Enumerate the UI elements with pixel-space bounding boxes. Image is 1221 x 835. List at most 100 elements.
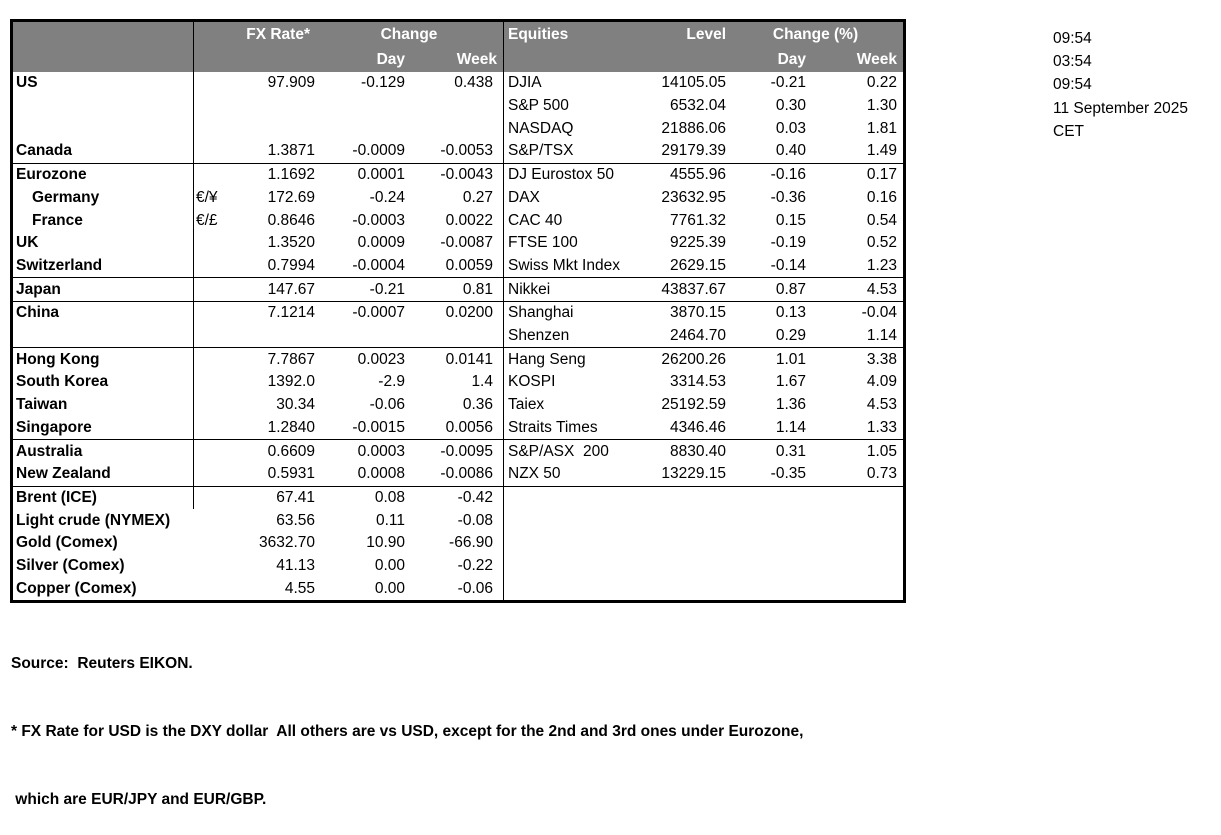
cell-equity-change-week: 1.14 — [866, 327, 897, 345]
cell-currency-pair — [193, 416, 223, 440]
cell-fx-rate: 1.1692 — [267, 166, 315, 184]
cell-fx-rate: 172.69 — [267, 188, 315, 206]
cell-equity-change-week: 1.49 — [866, 142, 897, 160]
cell-fx-change-week — [410, 117, 503, 140]
header-fx-day: Day — [376, 50, 405, 68]
cell-fx-change-week: 0.0056 — [445, 418, 493, 436]
cell-equity-level: 21886.06 — [661, 119, 726, 137]
cell-fx-change-week: -0.0086 — [440, 465, 493, 483]
cell-equity-level: 26200.26 — [661, 350, 726, 368]
cell-country: US — [16, 74, 38, 92]
cell-currency-pair — [193, 371, 223, 394]
cell-equity-change-week: 0.22 — [866, 74, 897, 92]
cell-country: Germany — [32, 188, 100, 206]
table-row: Silver (Comex) 41.13 0.00 -0.22 — [13, 554, 903, 578]
cell-currency-pair — [193, 163, 223, 187]
cell-fx-rate: 41.13 — [276, 557, 315, 575]
cell-equity-level — [633, 532, 728, 555]
cell-fx-change-day — [315, 325, 410, 348]
cell-fx-change-day: -0.21 — [369, 280, 405, 298]
cell-equity-name: DAX — [503, 186, 633, 210]
cell-currency-pair — [193, 440, 223, 463]
cell-country: Copper (Comex) — [16, 579, 137, 597]
source-note: Source: Reuters EIKON. — [11, 654, 193, 672]
table-body: US 97.909 -0.129 0.438 DJIA 14105.05 -0.… — [13, 72, 903, 601]
cell-equity-change-week: 1.33 — [866, 418, 897, 436]
cell-fx-change-week: 0.81 — [462, 280, 493, 298]
table-row: NASDAQ 21886.06 0.03 1.81 — [13, 117, 903, 141]
cell-equity-change-week: 4.53 — [866, 396, 897, 414]
cell-equity-change-day — [728, 577, 808, 600]
cell-fx-rate: 30.34 — [276, 396, 315, 414]
cell-equity-change-day: -0.36 — [770, 188, 806, 206]
cell-country: Taiwan — [16, 396, 68, 414]
date-label: 11 September 2025 — [1053, 99, 1189, 117]
market-data-table: FX Rate* Change Equities Level Change (%… — [10, 19, 906, 603]
cell-equity-change-day: 0.30 — [775, 97, 806, 115]
cell-fx-change-week: -0.0043 — [440, 166, 493, 184]
cell-fx-rate: 63.56 — [276, 511, 315, 529]
cell-fx-change-week: -0.0087 — [440, 234, 493, 252]
cell-fx-rate: 0.6609 — [267, 442, 315, 460]
cell-equity-change-day — [728, 487, 808, 510]
footer-notes: Source: Reuters EIKON. * FX Rate for USD… — [11, 607, 803, 835]
cell-equity-name: FTSE 100 — [503, 231, 633, 255]
cell-fx-change-day: 0.0001 — [357, 166, 405, 184]
cell-fx-change-week: -0.22 — [457, 557, 493, 575]
cell-equity-change-week: 1.81 — [866, 119, 897, 137]
cell-country: New Zealand — [16, 465, 111, 483]
cell-country: Brent (ICE) — [16, 489, 97, 506]
header-fx-rate: FX Rate* — [193, 22, 315, 47]
cell-currency-pair — [193, 254, 223, 278]
cell-currency-pair — [193, 577, 223, 600]
cell-equity-change-week: 0.54 — [866, 211, 897, 229]
cell-equity-level: 43837.67 — [661, 280, 726, 298]
header-blank — [13, 47, 193, 72]
table-row: Japan 147.67 -0.21 0.81 Nikkei 43837.67 … — [13, 278, 903, 303]
cell-country — [13, 117, 193, 140]
cell-fx-change-week — [410, 95, 503, 118]
cell-equity-change-day: 1.67 — [775, 373, 806, 391]
cell-equity-name: NZX 50 — [503, 462, 633, 486]
cell-fx-rate: 7.7867 — [267, 350, 315, 368]
cell-fx-change-week: 0.0059 — [445, 256, 493, 274]
cell-equity-name: Shenzen — [503, 324, 633, 348]
cell-fx-rate: 147.67 — [267, 280, 315, 298]
cell-fx-change-week: 0.36 — [462, 396, 493, 414]
cell-equity-name: KOSPI — [503, 371, 633, 394]
cell-fx-change-day: 0.0008 — [357, 465, 405, 483]
cell-fx-rate: 67.41 — [276, 489, 315, 506]
cell-equity-change-day: -0.19 — [770, 234, 806, 252]
cell-fx-rate: 1.2840 — [267, 418, 315, 436]
cell-fx-change-day: -0.0007 — [352, 304, 405, 322]
timezone-label: CET — [1053, 122, 1084, 140]
cell-fx-change-week: 0.438 — [454, 74, 493, 92]
cell-fx-rate: 7.1214 — [267, 304, 315, 322]
header-fx-week: Week — [456, 50, 497, 68]
header-blank — [13, 22, 193, 47]
cell-fx-change-week: -0.0095 — [440, 442, 493, 460]
cell-fx-rate: 4.55 — [284, 579, 315, 597]
cell-equity-change-week: 1.23 — [866, 256, 897, 274]
cell-equity-change-week — [808, 555, 903, 578]
cell-currency-pair — [193, 278, 223, 302]
fx-footnote-line2: which are EUR/JPY and EUR/GBP. — [11, 791, 267, 809]
table-row: Germany €/¥ 172.69 -0.24 0.27 DAX 23632.… — [13, 186, 903, 210]
cell-equity-name: S&P/ASX 200 — [503, 440, 633, 463]
cell-fx-change-day: -0.06 — [369, 396, 405, 414]
table-row: S&P 500 6532.04 0.30 1.30 — [13, 94, 903, 118]
cell-fx-rate: 0.7994 — [267, 256, 315, 274]
cell-fx-change-day: -0.0004 — [352, 256, 405, 274]
cell-equity-level: 3314.53 — [669, 373, 726, 391]
header-eq-day: Day — [777, 50, 806, 68]
cell-fx-rate: 1.3520 — [267, 234, 315, 252]
cell-equity-change-day: 0.15 — [775, 211, 806, 229]
cell-fx-change-day — [315, 95, 410, 118]
cell-equity-change-day: -0.21 — [770, 74, 806, 92]
cell-fx-change-day: 0.00 — [374, 557, 405, 575]
cell-equity-change-day — [728, 532, 808, 555]
cell-equity-change-week — [808, 577, 903, 600]
cell-country: Australia — [16, 442, 83, 460]
cell-country: China — [16, 304, 60, 322]
cell-equity-change-week: 0.17 — [866, 166, 897, 184]
